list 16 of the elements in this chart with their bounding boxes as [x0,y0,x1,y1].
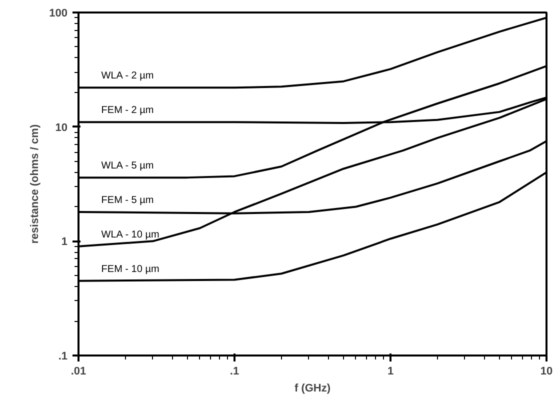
legend-label: WLA - 2 µm [101,70,154,82]
y-axis-title: resistance (ohms / cm) [29,124,42,244]
x-tick-label: 10 [540,366,553,378]
y-tick-label: 1 [61,236,68,248]
legend-label: WLA - 5 µm [101,160,154,172]
series-label: FEM - 2 µm [101,105,154,116]
x-tick-label: .1 [230,366,240,378]
x-axis-title: f (GHz) [294,382,331,394]
legend-label: WLA - 10 µm [101,229,160,240]
y-tick-label: 10 [55,122,68,134]
x-tick-label: .01 [70,366,86,378]
y-tick-label: .1 [58,350,68,362]
y-tick-label: 100 [49,8,68,20]
x-tick-label: 1 [387,366,394,378]
legend-label: FEM - 5 µm [101,194,154,206]
legend-label: FEM - 10 µm [101,264,160,275]
